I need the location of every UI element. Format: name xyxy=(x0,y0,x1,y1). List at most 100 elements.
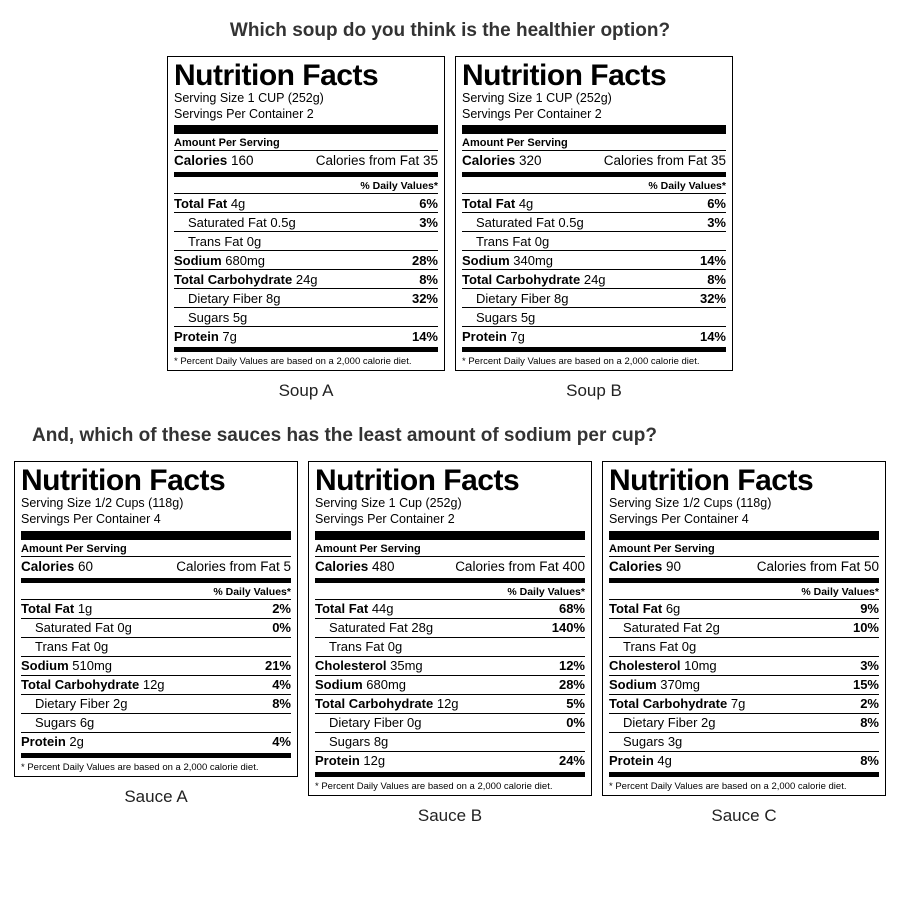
nutrient-label: Trans Fat 0g xyxy=(462,234,549,249)
nutrient-row: Protein 7g 14% xyxy=(174,327,438,345)
nutrient-dv: 4% xyxy=(272,677,291,692)
nutrient-value: 0g xyxy=(117,620,131,635)
nutrient-row: Trans Fat 0g xyxy=(609,638,879,656)
divider-medium xyxy=(462,172,726,177)
nutrient-label: Total Carbohydrate 24g xyxy=(462,272,606,287)
nutrient-row: Total Fat 44g68% xyxy=(315,600,585,618)
nutrient-dv: 24% xyxy=(559,753,585,768)
nutrient-name: Sodium xyxy=(609,677,660,692)
nutrient-value: 28g xyxy=(411,620,433,635)
nutrient-dv: 28% xyxy=(559,677,585,692)
nutrient-dv: 4% xyxy=(272,734,291,749)
nutrient-row: Total Carbohydrate 7g2% xyxy=(609,695,879,713)
calories-row: Calories 320Calories from Fat 35 xyxy=(462,151,726,170)
nutrient-label: Total Carbohydrate 12g xyxy=(315,696,459,711)
nutrient-value: 340mg xyxy=(513,253,553,268)
nutrient-value: 2g xyxy=(705,620,719,635)
nutrient-dv: 32% xyxy=(412,291,438,306)
footnote: * Percent Daily Values are based on a 2,… xyxy=(21,760,291,774)
calories-from-fat: Calories from Fat 5 xyxy=(176,559,291,574)
nutrient-label: Dietary Fiber 2g xyxy=(21,696,128,711)
calories-label: Calories 480 xyxy=(315,559,395,574)
serving-size: Serving Size 1 CUP (252g) xyxy=(462,91,726,107)
nutrient-name: Total Carbohydrate xyxy=(21,677,143,692)
footnote: * Percent Daily Values are based on a 2,… xyxy=(315,779,585,793)
nutrient-value: 0g xyxy=(535,234,549,249)
nutrient-row: Trans Fat 0g xyxy=(21,638,291,656)
divider-thick xyxy=(174,125,438,134)
amount-per-serving-label: Amount Per Serving xyxy=(462,136,726,150)
nutrient-name: Dietary Fiber xyxy=(623,715,701,730)
daily-values-header: % Daily Values* xyxy=(21,585,291,599)
panel-caption: Soup B xyxy=(566,381,622,401)
nutrient-value: 35mg xyxy=(390,658,423,673)
nutrient-value: 7g xyxy=(731,696,745,711)
nutrient-dv: 32% xyxy=(700,291,726,306)
nutrient-row: Cholesterol 10mg3% xyxy=(609,657,879,675)
calories-row: Calories 480 Calories from Fat 400 xyxy=(315,557,585,576)
nutrient-name: Protein xyxy=(21,734,69,749)
question-2: And, which of these sauces has the least… xyxy=(20,425,880,447)
nutrient-label: Total Carbohydrate 12g xyxy=(21,677,165,692)
nutrient-label: Trans Fat 0g xyxy=(609,639,696,654)
nutrient-name: Protein xyxy=(315,753,363,768)
nutrient-value: 2g xyxy=(701,715,715,730)
amount-per-serving-label: Amount Per Serving xyxy=(174,136,438,150)
nutrient-value: 2g xyxy=(113,696,127,711)
nutrient-row: Dietary Fiber 2g8% xyxy=(609,714,879,732)
soup-row: Nutrition FactsServing Size 1 CUP (252g)… xyxy=(20,56,880,407)
nutrient-row: Sodium 510mg21% xyxy=(21,657,291,675)
nutrient-value: 3g xyxy=(668,734,682,749)
nutrient-value: 24g xyxy=(296,272,318,287)
nutrient-row: Total Fat 4g6% xyxy=(174,194,438,212)
nutrient-row: Sodium 370mg15% xyxy=(609,676,879,694)
nutrition-facts-title: Nutrition Facts xyxy=(609,466,879,496)
nutrient-value: 0g xyxy=(682,639,696,654)
nutrient-name: Sodium xyxy=(315,677,366,692)
nutrient-name: Total Fat xyxy=(174,196,231,211)
nutrient-label: Dietary Fiber 2g xyxy=(609,715,716,730)
nutrient-label: Total Fat 44g xyxy=(315,601,394,616)
nutrient-row: Dietary Fiber 8g32% xyxy=(462,289,726,307)
nutrient-row: Protein 2g4% xyxy=(21,733,291,751)
nutrient-row: Saturated Fat 0.5g3% xyxy=(462,213,726,231)
calories-text: Calories xyxy=(462,153,519,168)
nutrient-dv: 28% xyxy=(412,253,438,268)
servings-per-container: Servings Per Container 2 xyxy=(315,512,585,528)
footnote: * Percent Daily Values are based on a 2,… xyxy=(174,354,438,368)
nutrient-dv: 14% xyxy=(412,329,438,344)
nutrient-name: Trans Fat xyxy=(623,639,682,654)
nutrient-label: Sugars 3g xyxy=(609,734,682,749)
serving-size: Serving Size 1/2 Cups (118g) xyxy=(21,496,291,512)
servings-per-container: Servings Per Container 4 xyxy=(21,512,291,528)
serving-size: Serving Size 1 CUP (252g) xyxy=(174,91,438,107)
nutrient-name: Total Fat xyxy=(609,601,666,616)
nutrient-name: Protein xyxy=(462,329,510,344)
divider-medium xyxy=(174,172,438,177)
nutrient-label: Sodium 680mg xyxy=(174,253,265,268)
nutrient-name: Dietary Fiber xyxy=(476,291,554,306)
nutrient-value: 7g xyxy=(222,329,236,344)
nutrient-dv: 8% xyxy=(707,272,726,287)
servings-per-container: Servings Per Container 2 xyxy=(462,107,726,123)
calories-from-fat: Calories from Fat 400 xyxy=(455,559,585,574)
nutrient-label: Sodium 340mg xyxy=(462,253,553,268)
nutrient-name: Dietary Fiber xyxy=(329,715,407,730)
nutrient-value: 12g xyxy=(437,696,459,711)
nutrient-dv: 6% xyxy=(707,196,726,211)
nutrient-label: Sodium 680mg xyxy=(315,677,406,692)
nutrient-row: Saturated Fat 0g0% xyxy=(21,619,291,637)
nutrient-label: Protein 7g xyxy=(462,329,525,344)
panel-caption: Sauce C xyxy=(711,806,776,826)
nutrient-row: Dietary Fiber 0g0% xyxy=(315,714,585,732)
daily-values-header: % Daily Values* xyxy=(174,179,438,193)
nutrient-row: Total Fat 1g2% xyxy=(21,600,291,618)
nutrient-row: Sugars 3g xyxy=(609,733,879,751)
calories-text: Calories xyxy=(174,153,231,168)
calories-row: Calories 160Calories from Fat 35 xyxy=(174,151,438,170)
nutrient-value: 370mg xyxy=(660,677,700,692)
nutrient-row: Sugars 5g xyxy=(462,308,726,326)
nutrient-name: Protein xyxy=(174,329,222,344)
nutrient-dv: 3% xyxy=(419,215,438,230)
divider-medium xyxy=(21,578,291,583)
